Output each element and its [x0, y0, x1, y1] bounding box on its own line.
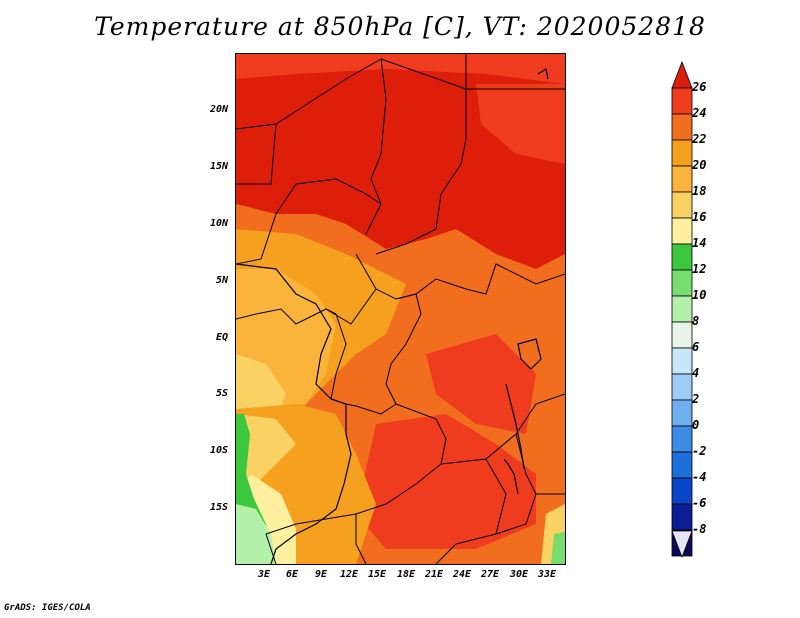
- colorbar-cell: [671, 87, 693, 115]
- colorbar-cell: [671, 503, 693, 531]
- lon-label-18e: 18E: [396, 569, 416, 580]
- colorbar-cell: [671, 165, 693, 193]
- colorbar-label-10: 10: [692, 288, 707, 302]
- colorbar-cell: [671, 191, 693, 219]
- lon-label-9e: 9E: [314, 569, 328, 580]
- colorbar-cell: [671, 269, 693, 297]
- colorbar-cell: [671, 347, 693, 375]
- colorbar-bottom-triangle: [671, 530, 693, 559]
- contour-10-southeast: [551, 532, 565, 564]
- colorbar-label-26: 26: [692, 80, 707, 94]
- colorbar-label-4: 4: [692, 366, 700, 380]
- contour-24-south: [356, 414, 536, 549]
- colorbar-cell: [671, 113, 693, 141]
- lat-label-5n: 5N: [215, 275, 228, 286]
- colorbar-label-8: 8: [692, 314, 700, 328]
- colorbar-label-neg6: -6: [692, 496, 707, 510]
- colorbar-label-neg4: -4: [692, 470, 707, 484]
- lat-label-eq: EQ: [215, 332, 228, 343]
- map-title: Temperature at 850hPa [C], VT: 202005281…: [94, 12, 706, 41]
- colorbar-label-14: 14: [692, 236, 707, 250]
- colorbar-label-6: 6: [692, 340, 700, 354]
- lon-label-21e: 21E: [424, 569, 444, 580]
- colorbar-cell: [671, 425, 693, 453]
- lat-label-15n: 15N: [209, 161, 228, 172]
- map-field: [236, 54, 565, 564]
- colorbar-label-18: 18: [692, 184, 707, 198]
- colorbar-label-22: 22: [692, 132, 707, 146]
- colorbar-label-12: 12: [692, 262, 707, 276]
- colorbar-label-0: 0: [692, 418, 700, 432]
- country-borders: [236, 54, 565, 564]
- colorbar-cell: [671, 217, 693, 245]
- lon-label-33e: 33E: [537, 569, 557, 580]
- colorbar-cell: [671, 243, 693, 271]
- colorbar-label-24: 24: [692, 106, 707, 120]
- lat-label-10n: 10N: [209, 218, 228, 229]
- lon-label-30e: 30E: [509, 569, 529, 580]
- lat-label-15s: 15S: [209, 502, 228, 513]
- lat-label-20n: 20N: [209, 104, 228, 115]
- contour-24-central: [426, 334, 536, 434]
- colorbar-cell: [671, 451, 693, 479]
- colorbar-label-neg2: -2: [692, 444, 707, 458]
- lon-label-27e: 27E: [480, 569, 500, 580]
- colorbar-label-16: 16: [692, 210, 707, 224]
- contour-24-top: [236, 54, 565, 84]
- colorbar-label-neg8: -8: [692, 522, 707, 536]
- colorbar-cells: [671, 87, 693, 557]
- colorbar-cell: [671, 399, 693, 427]
- lon-label-12e: 12E: [339, 569, 359, 580]
- lon-label-15e: 15E: [367, 569, 387, 580]
- colorbar-cell: [671, 373, 693, 401]
- contour-8-southwest: [236, 504, 276, 564]
- great-lakes: [503, 68, 549, 495]
- colorbar-top-triangle: [671, 60, 693, 89]
- lon-label-3e: 3E: [257, 569, 271, 580]
- colorbar-cell: [671, 139, 693, 167]
- lon-label-24e: 24E: [452, 569, 472, 580]
- temperature-map: [235, 53, 566, 565]
- grads-credit: GrADS: IGES/COLA: [4, 603, 91, 613]
- contour-24-northeast: [476, 84, 565, 164]
- colorbar-label-20: 20: [692, 158, 707, 172]
- colorbar: [671, 60, 693, 559]
- colorbar-cell: [671, 477, 693, 505]
- colorbar-label-2: 2: [692, 392, 700, 406]
- coastline: [236, 263, 352, 564]
- colorbar-cell: [671, 321, 693, 349]
- colorbar-cell: [671, 295, 693, 323]
- lon-label-6e: 6E: [285, 569, 299, 580]
- lat-label-10s: 10S: [209, 445, 228, 456]
- lat-label-5s: 5S: [215, 388, 228, 399]
